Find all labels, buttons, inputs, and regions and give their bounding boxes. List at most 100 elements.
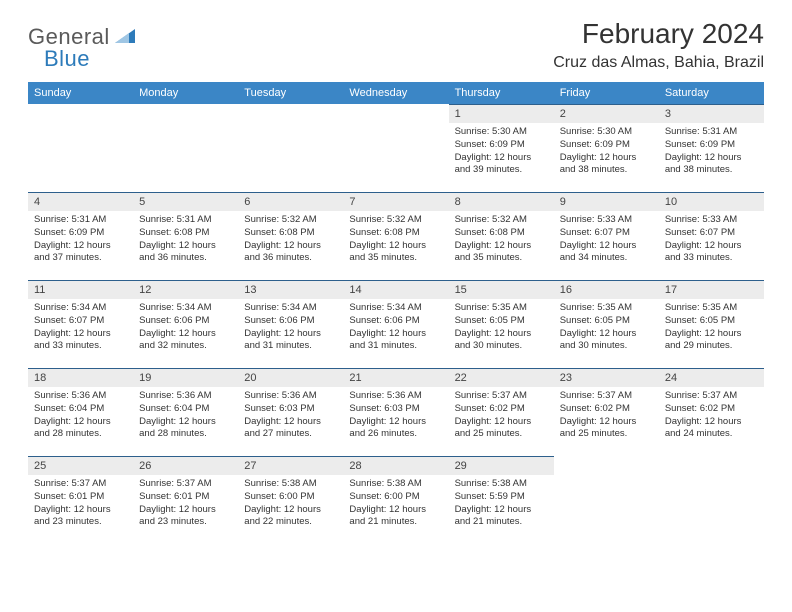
weekday-header: Wednesday — [343, 82, 448, 104]
calendar-body: 1Sunrise: 5:30 AMSunset: 6:09 PMDaylight… — [28, 104, 764, 544]
calendar-cell: 27Sunrise: 5:38 AMSunset: 6:00 PMDayligh… — [238, 456, 343, 544]
sunset-line: Sunset: 6:06 PM — [244, 315, 337, 328]
sunrise-line: Sunrise: 5:38 AM — [244, 478, 337, 491]
day-details: Sunrise: 5:30 AMSunset: 6:09 PMDaylight:… — [449, 123, 554, 181]
sunrise-line: Sunrise: 5:32 AM — [455, 214, 548, 227]
calendar-row: 18Sunrise: 5:36 AMSunset: 6:04 PMDayligh… — [28, 368, 764, 456]
daylight-line: Daylight: 12 hours and 36 minutes. — [139, 240, 232, 266]
day-details: Sunrise: 5:34 AMSunset: 6:06 PMDaylight:… — [133, 299, 238, 357]
sunrise-line: Sunrise: 5:38 AM — [455, 478, 548, 491]
sunrise-line: Sunrise: 5:36 AM — [139, 390, 232, 403]
sunrise-line: Sunrise: 5:34 AM — [244, 302, 337, 315]
sunrise-line: Sunrise: 5:31 AM — [665, 126, 758, 139]
daylight-line: Daylight: 12 hours and 30 minutes. — [455, 328, 548, 354]
day-details: Sunrise: 5:34 AMSunset: 6:07 PMDaylight:… — [28, 299, 133, 357]
sunrise-line: Sunrise: 5:34 AM — [34, 302, 127, 315]
daylight-line: Daylight: 12 hours and 28 minutes. — [34, 416, 127, 442]
day-details: Sunrise: 5:38 AMSunset: 5:59 PMDaylight:… — [449, 475, 554, 533]
daylight-line: Daylight: 12 hours and 33 minutes. — [34, 328, 127, 354]
calendar-cell: 6Sunrise: 5:32 AMSunset: 6:08 PMDaylight… — [238, 192, 343, 280]
daylight-line: Daylight: 12 hours and 31 minutes. — [244, 328, 337, 354]
daylight-line: Daylight: 12 hours and 22 minutes. — [244, 504, 337, 530]
weekday-header: Friday — [554, 82, 659, 104]
daylight-line: Daylight: 12 hours and 29 minutes. — [665, 328, 758, 354]
day-details: Sunrise: 5:37 AMSunset: 6:01 PMDaylight:… — [133, 475, 238, 533]
sunset-line: Sunset: 6:06 PM — [139, 315, 232, 328]
day-number: 25 — [28, 456, 133, 475]
calendar-cell: 3Sunrise: 5:31 AMSunset: 6:09 PMDaylight… — [659, 104, 764, 192]
sunset-line: Sunset: 6:02 PM — [455, 403, 548, 416]
day-details: Sunrise: 5:37 AMSunset: 6:01 PMDaylight:… — [28, 475, 133, 533]
day-number: 10 — [659, 192, 764, 211]
day-number: 20 — [238, 368, 343, 387]
day-details: Sunrise: 5:34 AMSunset: 6:06 PMDaylight:… — [238, 299, 343, 357]
sunrise-line: Sunrise: 5:36 AM — [34, 390, 127, 403]
daylight-line: Daylight: 12 hours and 34 minutes. — [560, 240, 653, 266]
day-details: Sunrise: 5:37 AMSunset: 6:02 PMDaylight:… — [554, 387, 659, 445]
day-number: 3 — [659, 104, 764, 123]
sunset-line: Sunset: 6:00 PM — [244, 491, 337, 504]
sunset-line: Sunset: 6:02 PM — [665, 403, 758, 416]
calendar-cell — [238, 104, 343, 192]
day-details: Sunrise: 5:36 AMSunset: 6:04 PMDaylight:… — [28, 387, 133, 445]
day-details: Sunrise: 5:37 AMSunset: 6:02 PMDaylight:… — [449, 387, 554, 445]
sunrise-line: Sunrise: 5:30 AM — [455, 126, 548, 139]
calendar-cell — [554, 456, 659, 544]
day-number: 28 — [343, 456, 448, 475]
sunset-line: Sunset: 6:07 PM — [34, 315, 127, 328]
header: General February 2024 Cruz das Almas, Ba… — [28, 18, 764, 72]
calendar-cell — [133, 104, 238, 192]
calendar-cell: 23Sunrise: 5:37 AMSunset: 6:02 PMDayligh… — [554, 368, 659, 456]
day-number: 16 — [554, 280, 659, 299]
daylight-line: Daylight: 12 hours and 31 minutes. — [349, 328, 442, 354]
day-number: 12 — [133, 280, 238, 299]
sunset-line: Sunset: 6:04 PM — [139, 403, 232, 416]
calendar-cell: 11Sunrise: 5:34 AMSunset: 6:07 PMDayligh… — [28, 280, 133, 368]
sunset-line: Sunset: 6:08 PM — [349, 227, 442, 240]
weekday-header: Sunday — [28, 82, 133, 104]
sunset-line: Sunset: 6:05 PM — [560, 315, 653, 328]
sunrise-line: Sunrise: 5:36 AM — [244, 390, 337, 403]
calendar-cell: 5Sunrise: 5:31 AMSunset: 6:08 PMDaylight… — [133, 192, 238, 280]
sunrise-line: Sunrise: 5:33 AM — [665, 214, 758, 227]
day-details: Sunrise: 5:35 AMSunset: 6:05 PMDaylight:… — [554, 299, 659, 357]
calendar-cell: 18Sunrise: 5:36 AMSunset: 6:04 PMDayligh… — [28, 368, 133, 456]
day-number: 13 — [238, 280, 343, 299]
day-number: 27 — [238, 456, 343, 475]
day-number: 11 — [28, 280, 133, 299]
sunset-line: Sunset: 6:08 PM — [139, 227, 232, 240]
location-subtitle: Cruz das Almas, Bahia, Brazil — [553, 54, 764, 72]
day-number: 19 — [133, 368, 238, 387]
calendar-row: 4Sunrise: 5:31 AMSunset: 6:09 PMDaylight… — [28, 192, 764, 280]
daylight-line: Daylight: 12 hours and 38 minutes. — [665, 152, 758, 178]
day-details: Sunrise: 5:32 AMSunset: 6:08 PMDaylight:… — [238, 211, 343, 269]
sunset-line: Sunset: 6:08 PM — [244, 227, 337, 240]
day-details: Sunrise: 5:38 AMSunset: 6:00 PMDaylight:… — [238, 475, 343, 533]
day-details: Sunrise: 5:31 AMSunset: 6:09 PMDaylight:… — [659, 123, 764, 181]
weekday-header: Saturday — [659, 82, 764, 104]
calendar-row: 11Sunrise: 5:34 AMSunset: 6:07 PMDayligh… — [28, 280, 764, 368]
day-details: Sunrise: 5:38 AMSunset: 6:00 PMDaylight:… — [343, 475, 448, 533]
calendar-cell: 25Sunrise: 5:37 AMSunset: 6:01 PMDayligh… — [28, 456, 133, 544]
day-number: 29 — [449, 456, 554, 475]
sunrise-line: Sunrise: 5:37 AM — [665, 390, 758, 403]
calendar-table: Sunday Monday Tuesday Wednesday Thursday… — [28, 82, 764, 544]
day-number: 15 — [449, 280, 554, 299]
sunset-line: Sunset: 6:07 PM — [560, 227, 653, 240]
calendar-cell: 2Sunrise: 5:30 AMSunset: 6:09 PMDaylight… — [554, 104, 659, 192]
calendar-cell: 19Sunrise: 5:36 AMSunset: 6:04 PMDayligh… — [133, 368, 238, 456]
daylight-line: Daylight: 12 hours and 21 minutes. — [455, 504, 548, 530]
day-number: 23 — [554, 368, 659, 387]
sunset-line: Sunset: 6:05 PM — [455, 315, 548, 328]
daylight-line: Daylight: 12 hours and 25 minutes. — [455, 416, 548, 442]
calendar-cell: 12Sunrise: 5:34 AMSunset: 6:06 PMDayligh… — [133, 280, 238, 368]
sunset-line: Sunset: 6:09 PM — [665, 139, 758, 152]
day-number: 18 — [28, 368, 133, 387]
calendar-cell: 20Sunrise: 5:36 AMSunset: 6:03 PMDayligh… — [238, 368, 343, 456]
sunset-line: Sunset: 6:07 PM — [665, 227, 758, 240]
calendar-cell — [659, 456, 764, 544]
daylight-line: Daylight: 12 hours and 24 minutes. — [665, 416, 758, 442]
day-number: 21 — [343, 368, 448, 387]
sunset-line: Sunset: 6:06 PM — [349, 315, 442, 328]
day-number: 8 — [449, 192, 554, 211]
